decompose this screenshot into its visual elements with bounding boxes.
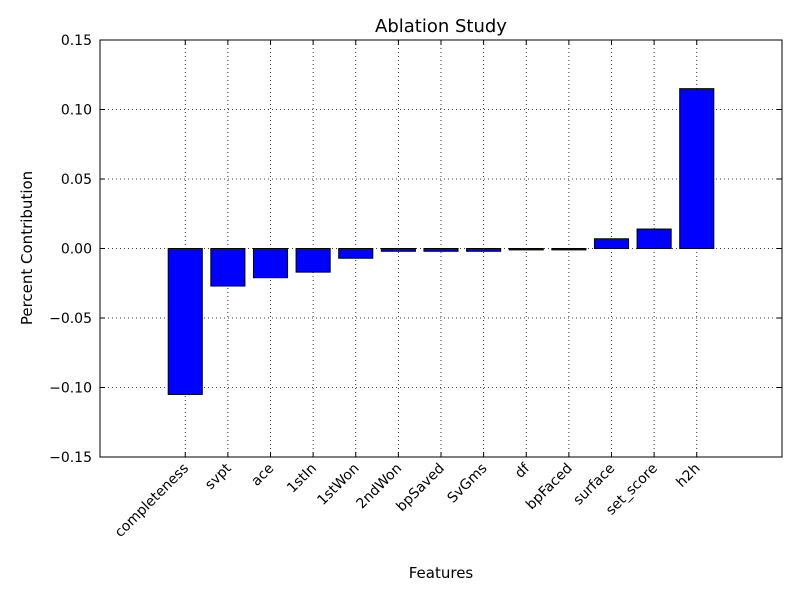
bars [167,88,715,395]
y-tick-label: 0.00 [61,242,92,258]
bar-bpFaced [551,248,587,251]
y-tick-label: −0.15 [49,450,92,466]
bar-completeness [167,248,203,395]
y-tick-label: 0.10 [61,103,92,119]
y-tick-label: −0.10 [49,381,92,397]
bar-1stIn [295,248,331,273]
y-tick-label: −0.05 [49,311,92,327]
bar-bpSaved [423,248,459,252]
bar-2ndWon [380,248,416,252]
bar-SvGms [466,248,502,252]
bar-set_score [636,228,672,249]
bar-ace [252,248,289,279]
x-axis-title: Features [409,564,474,582]
chart-title: Ablation Study [375,16,507,37]
bar-1stWon [338,248,374,259]
y-tick-label: 0.05 [61,172,92,188]
bar-surface [593,238,630,250]
y-tick-label: 0.15 [61,33,92,49]
bar-svpt [210,248,246,287]
y-axis-title: Percent Contribution [18,171,36,325]
ticks [100,39,782,458]
bar-df [508,248,544,251]
bar-h2h [679,88,715,250]
